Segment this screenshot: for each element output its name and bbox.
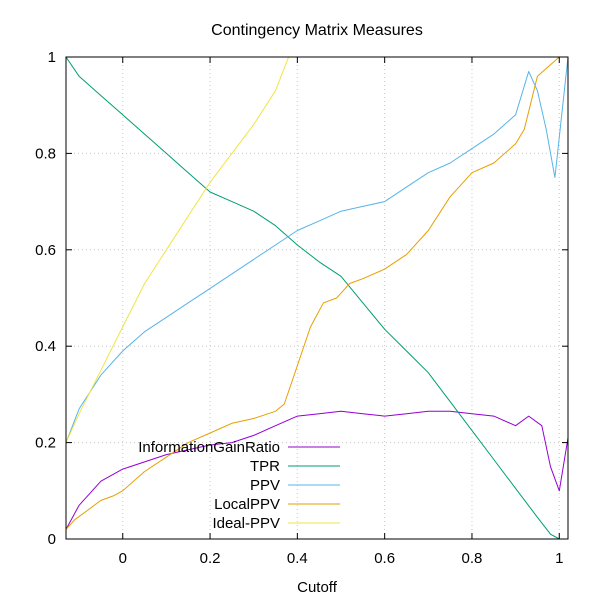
legend-label: Ideal-PPV: [212, 515, 280, 532]
x-tick-label: 0: [119, 550, 127, 567]
x-tick-label: 1: [555, 550, 563, 567]
legend-label: InformationGainRatio: [138, 439, 280, 456]
legend-label: LocalPPV: [214, 496, 280, 513]
x-axis-label: Cutoff: [297, 579, 338, 596]
y-tick-label: 0.4: [35, 338, 56, 355]
y-tick-label: 0.6: [35, 242, 56, 259]
y-tick-label: 0.8: [35, 145, 56, 162]
series-line-localppv: [65, 56, 560, 530]
chart-title: Contingency Matrix Measures: [211, 22, 423, 39]
legend-label: TPR: [250, 458, 280, 475]
x-tick-label: 0.2: [200, 550, 221, 567]
x-tick-label: 0.4: [287, 550, 308, 567]
plot-frame: [65, 56, 569, 540]
legend: InformationGainRatio TPR PPV LocalPPV Ideal-…: [138, 439, 340, 532]
series-line-informationgainratio: [65, 410, 569, 530]
y-tick-label: 0.2: [35, 435, 56, 452]
x-tick-label: 0.8: [462, 550, 483, 567]
grid: [66, 56, 568, 540]
series-line-tpr: [65, 56, 560, 540]
y-tick-label: 0: [48, 531, 56, 548]
axes: 0 0.2 0.4 0.6 0.8 1 0 0.2 0.4 0.6 0.8 1: [35, 49, 568, 567]
y-tick-label: 1: [48, 49, 56, 66]
series-layer: [65, 56, 569, 540]
x-tick-label: 0.6: [374, 550, 395, 567]
series-line-ppv: [65, 56, 569, 443]
legend-label: PPV: [250, 477, 280, 494]
series-line-ideal-ppv: [65, 56, 290, 443]
